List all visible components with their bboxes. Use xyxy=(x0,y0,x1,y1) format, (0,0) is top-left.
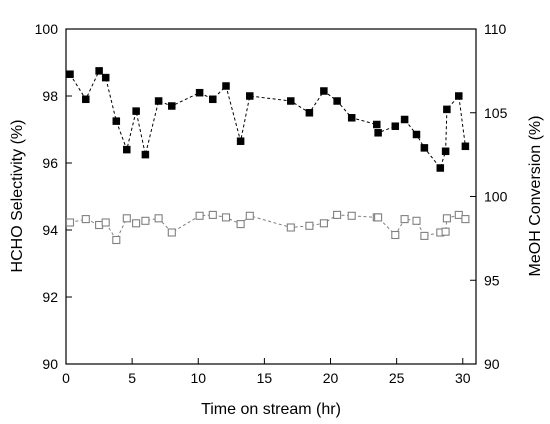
conversion-point xyxy=(208,210,217,219)
y2-tick-label: 100 xyxy=(484,189,508,205)
conversion-point xyxy=(391,230,400,240)
selectivity-point xyxy=(443,105,451,114)
selectivity-point xyxy=(455,92,463,100)
selectivity-point xyxy=(168,102,176,110)
series-markers xyxy=(65,67,470,245)
plot-frame xyxy=(65,28,477,365)
y2-tick-label: 90 xyxy=(484,356,500,372)
selectivity-point xyxy=(236,137,245,145)
x-axis-title: Time on stream (hr) xyxy=(201,401,341,418)
conversion-point xyxy=(454,210,463,219)
x-tick-label: 5 xyxy=(128,370,136,386)
conversion-point xyxy=(461,215,470,224)
conversion-point xyxy=(95,220,104,230)
selectivity-point xyxy=(112,117,121,125)
selectivity-point xyxy=(374,129,382,137)
conversion-point xyxy=(236,220,245,229)
conversion-point xyxy=(442,214,451,223)
conversion-point xyxy=(154,214,163,223)
conversion-point xyxy=(65,218,75,227)
selectivity-point xyxy=(373,120,381,129)
x-tick-label: 15 xyxy=(257,370,273,386)
x-tick-label: 0 xyxy=(62,370,70,386)
y2-tick-label: 105 xyxy=(484,105,508,121)
selectivity-point xyxy=(222,82,230,90)
axis-ticks xyxy=(65,28,476,365)
conversion-point xyxy=(305,221,314,230)
conversion-point xyxy=(319,219,328,228)
y-axis-title: HCHO Selectivity (%) xyxy=(9,120,26,273)
selectivity-point xyxy=(123,145,131,154)
conversion-point xyxy=(400,215,409,224)
conversion-point xyxy=(347,211,356,220)
selectivity-point xyxy=(195,88,204,97)
selectivity-point xyxy=(420,144,429,152)
selectivity-point xyxy=(347,114,356,122)
conversion-point xyxy=(245,211,254,220)
y-tick-label: 98 xyxy=(42,88,58,104)
selectivity-point xyxy=(400,115,409,124)
x-tick-label: 30 xyxy=(455,370,471,386)
selectivity-point xyxy=(287,97,295,105)
selectivity-point xyxy=(95,67,103,75)
selectivity-point xyxy=(333,97,341,105)
y-tick-label: 92 xyxy=(42,289,58,305)
y2-tick-label: 95 xyxy=(484,272,500,288)
tick-labels: 0 5 10 15 20 25 30 90 92 94 96 98 100 90 95 100 105 110 xyxy=(35,21,508,386)
selectivity-point xyxy=(132,107,140,115)
selectivity-point xyxy=(320,87,328,95)
selectivity-point xyxy=(461,142,470,151)
conversion-point xyxy=(101,218,110,227)
conversion-point xyxy=(221,213,231,222)
conversion-point xyxy=(441,227,450,236)
y-tick-label: 90 xyxy=(42,356,58,372)
conversion-point xyxy=(412,216,421,225)
y-tick-label: 100 xyxy=(35,21,59,37)
selectivity-point xyxy=(101,73,110,82)
selectivity-point xyxy=(66,70,74,78)
conversion-point xyxy=(333,210,342,219)
conversion-point xyxy=(195,211,204,220)
x-tick-label: 10 xyxy=(190,370,206,386)
selectivity-point xyxy=(441,147,450,156)
y2-tick-label: 110 xyxy=(484,21,507,37)
selectivity-point xyxy=(154,97,163,105)
conversion-point xyxy=(167,228,176,237)
y2-axis-title: MeOH Conversion (%) xyxy=(527,116,544,277)
selectivity-point xyxy=(141,150,150,159)
conversion-point xyxy=(122,214,131,223)
y-tick-label: 96 xyxy=(42,155,58,171)
selectivity-point xyxy=(82,95,90,104)
selectivity-point xyxy=(246,92,254,100)
selectivity-point xyxy=(209,95,217,104)
conversion-point xyxy=(420,231,429,240)
conversion-point xyxy=(141,216,150,225)
conversion-point xyxy=(374,213,383,222)
selectivity-point xyxy=(436,164,445,172)
conversion-point xyxy=(132,219,141,228)
conversion-point xyxy=(112,235,121,245)
conversion-point xyxy=(286,223,295,232)
selectivity-point xyxy=(412,130,421,139)
x-tick-label: 25 xyxy=(389,370,405,386)
selectivity-point xyxy=(305,109,314,117)
y-tick-label: 94 xyxy=(42,222,58,238)
x-tick-label: 20 xyxy=(323,370,339,386)
conversion-point xyxy=(81,215,90,224)
selectivity-point xyxy=(391,122,400,130)
